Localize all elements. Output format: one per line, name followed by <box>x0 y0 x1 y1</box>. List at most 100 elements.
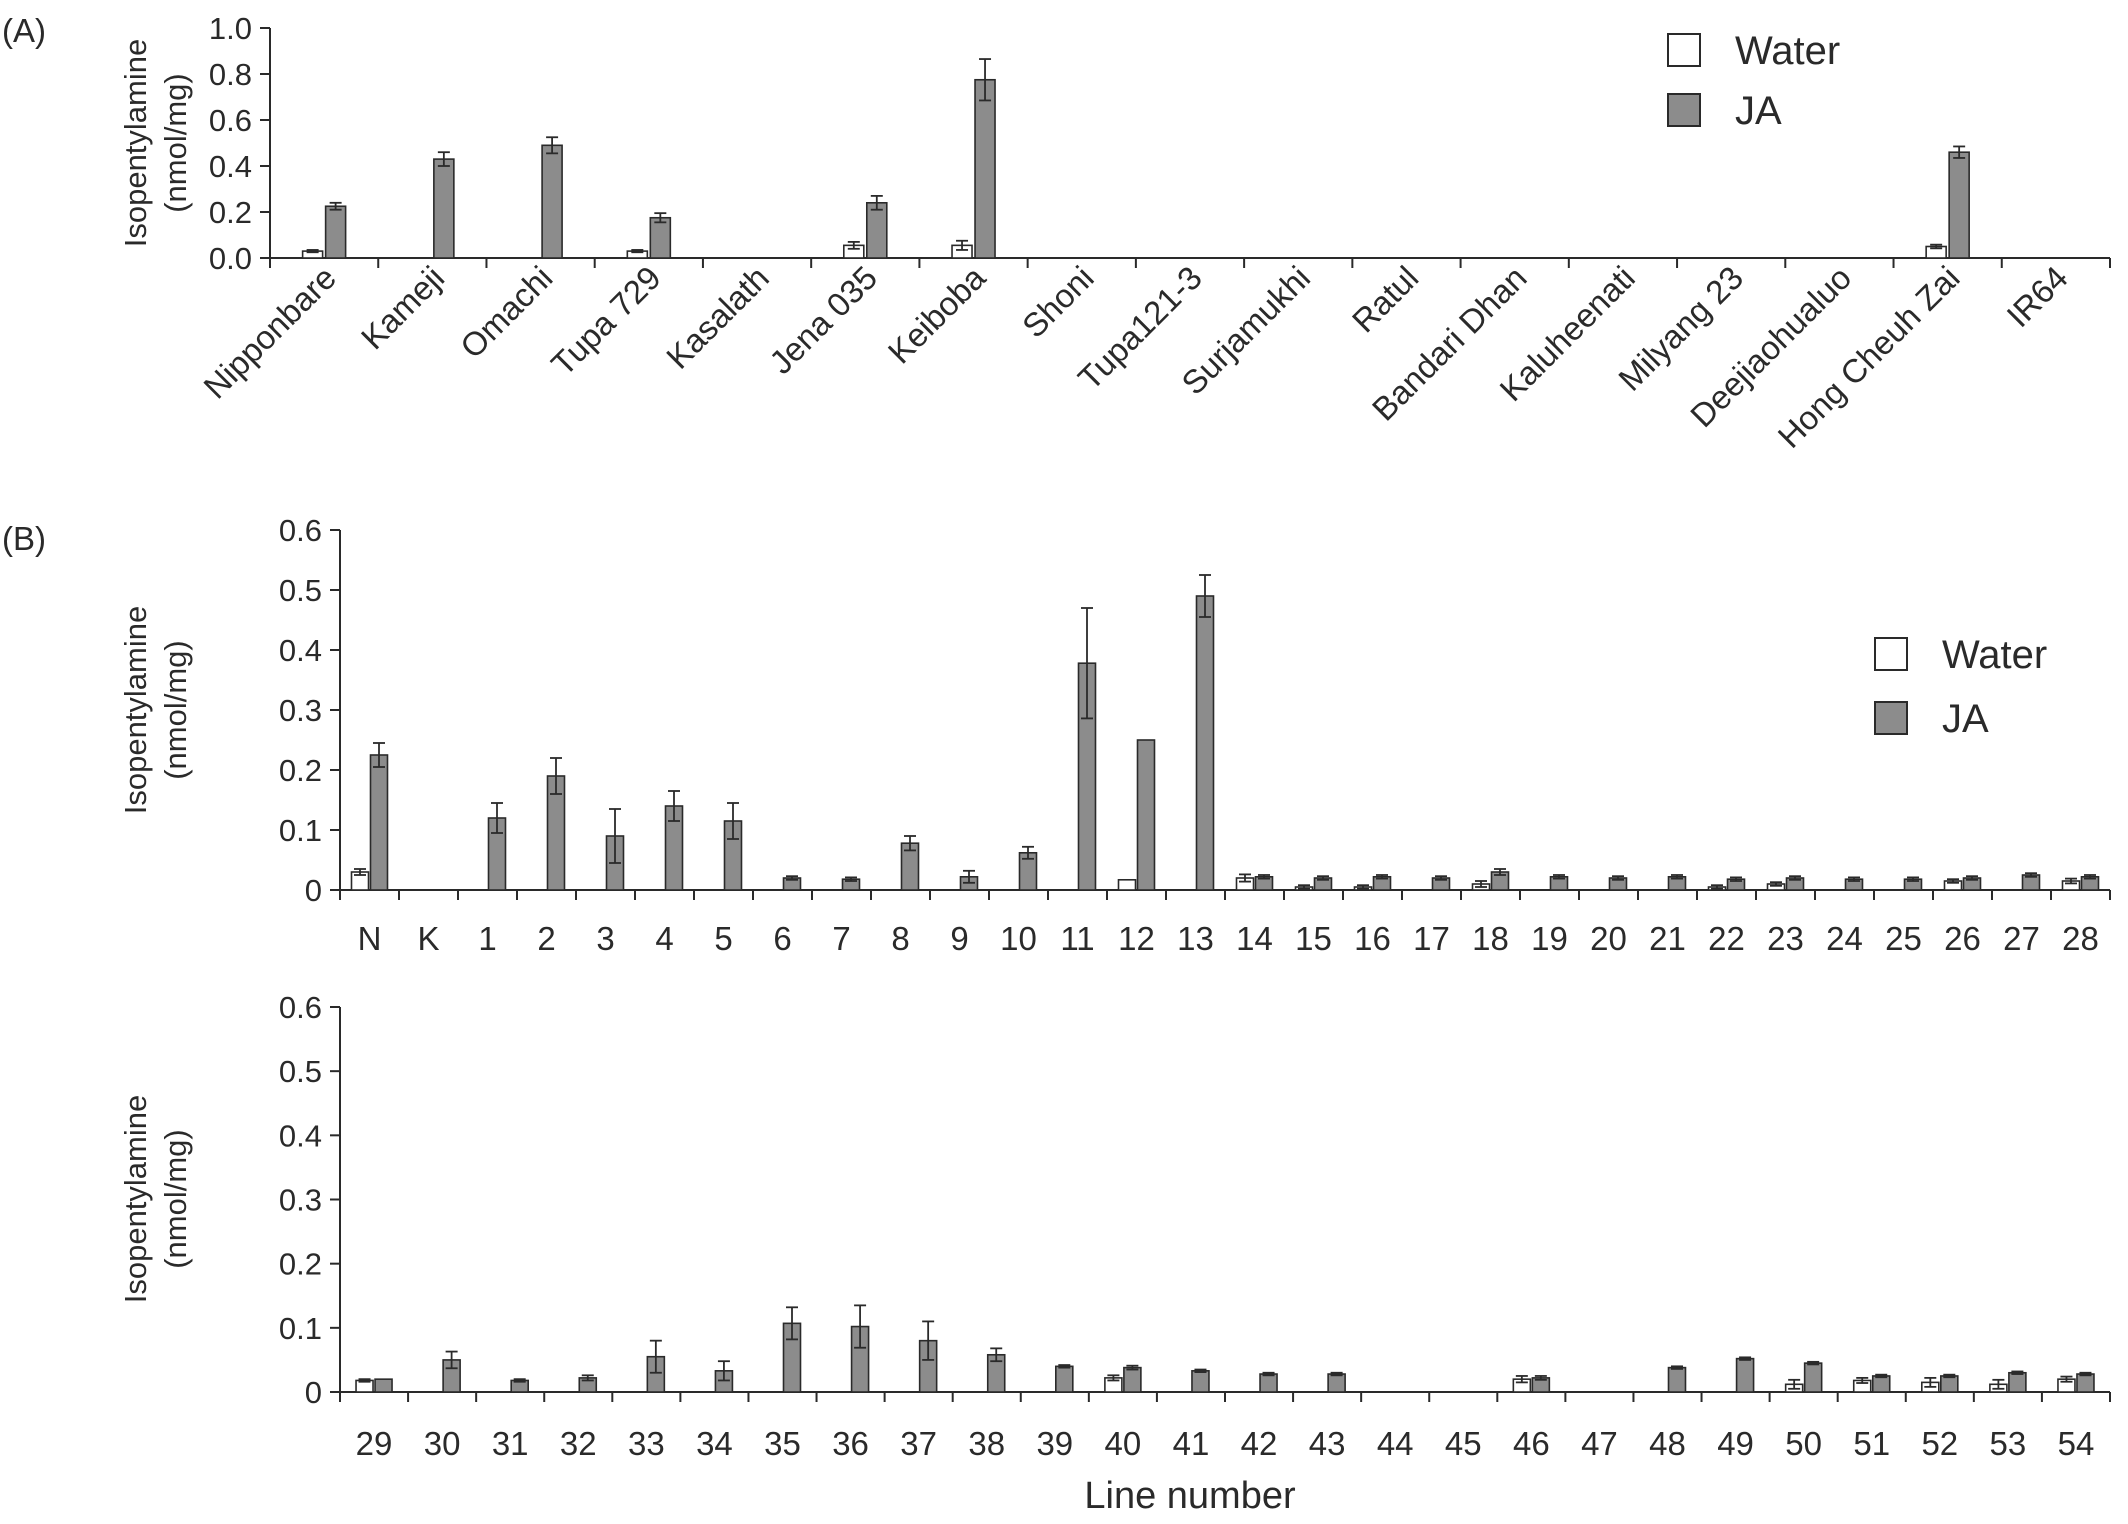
x-category-label: 49 <box>1717 1425 1754 1462</box>
x-category-label: 34 <box>696 1425 733 1462</box>
bar-ja <box>1940 1375 1959 1393</box>
y-tick-label: 0.6 <box>279 513 322 548</box>
bar-ja <box>433 158 455 259</box>
x-category-label: 7 <box>832 920 850 957</box>
x-category-label: 47 <box>1581 1425 1618 1462</box>
x-category-label: 8 <box>891 920 909 957</box>
x-category-label: 19 <box>1531 920 1568 957</box>
x-category-label: 10 <box>1000 920 1037 957</box>
x-category-label: 17 <box>1413 920 1450 957</box>
x-category-label: Tupa 729 <box>544 259 668 383</box>
y-tick-label: 0.4 <box>279 1118 322 1153</box>
legend-label: JA <box>1942 697 1989 741</box>
y-axis-title-line: Isopentylamine <box>118 39 153 248</box>
x-category-label: 14 <box>1236 920 1273 957</box>
x-category-label: 52 <box>1921 1425 1958 1462</box>
x-category-label: 3 <box>596 920 614 957</box>
bar-ja <box>2008 1371 2027 1393</box>
x-category-label: 26 <box>1944 920 1981 957</box>
x-category-label: 33 <box>628 1425 665 1462</box>
y-axis-title-line: (nmol/mg) <box>158 73 193 213</box>
y-axis-title: Isopentylamine (nmol/mg) <box>118 1095 193 1304</box>
chart-panel-0: 0.0 0.2 0.4 0.6 0.8 1.0 Nipponbare Kameji Omachi… <box>2 11 2111 455</box>
x-category-label: 44 <box>1377 1425 1414 1462</box>
bar-ja <box>974 78 996 259</box>
x-category-label: 29 <box>356 1425 393 1462</box>
x-category-label: 12 <box>1118 920 1155 957</box>
bar-ja <box>649 216 672 259</box>
bar-ja <box>1803 1362 1823 1393</box>
x-category-label: Omachi <box>453 259 560 366</box>
x-category-label: 32 <box>560 1425 597 1462</box>
bar-ja <box>1735 1357 1755 1393</box>
y-axis-title-line: Isopentylamine <box>118 1095 153 1304</box>
chart-panel-2: 0 0.1 0.2 0.3 0.4 0.5 0.6 29 30 31 32 33 34 35 36 37 38 3… <box>118 990 2111 1517</box>
x-category-label: Kasalath <box>659 259 776 376</box>
bar-ja <box>1259 1373 1278 1393</box>
bar-ja <box>541 144 563 259</box>
bar-ja <box>369 754 389 891</box>
bar-ja <box>1667 1366 1687 1393</box>
x-category-label: 11 <box>1060 920 1094 957</box>
x-category-label: 42 <box>1241 1425 1278 1462</box>
x-category-label: Shoni <box>1015 259 1101 345</box>
x-category-label: 48 <box>1649 1425 1686 1462</box>
bar-ja <box>374 1378 393 1393</box>
bar-ja <box>1195 595 1215 891</box>
x-category-label: 30 <box>424 1425 461 1462</box>
x-category-label: Hong Cheuh Zai <box>1770 259 1966 455</box>
y-tick-label: 1.0 <box>209 11 252 46</box>
x-category-label: Jena 035 <box>762 259 884 381</box>
y-tick-label: 0.6 <box>209 103 252 138</box>
x-category-label: 22 <box>1708 920 1745 957</box>
y-axis-title-line: Isopentylamine <box>118 606 153 815</box>
x-category-label: 6 <box>773 920 791 957</box>
x-category-label: 2 <box>537 920 555 957</box>
y-tick-label: 0.3 <box>279 1183 322 1218</box>
x-category-label: 54 <box>2058 1425 2095 1462</box>
x-category-label: Nipponbare <box>196 259 343 406</box>
bar-ja <box>865 202 888 259</box>
y-tick-label: 0.6 <box>279 990 322 1025</box>
panel-label: (A) <box>2 12 46 49</box>
x-category-label: Keiboba <box>881 258 993 370</box>
x-category-label: 27 <box>2003 920 2040 957</box>
legend-swatch <box>1874 701 1908 735</box>
y-tick-label: 0.1 <box>279 813 322 848</box>
x-category-label: 53 <box>1990 1425 2027 1462</box>
y-tick-label: 0.0 <box>209 241 252 276</box>
y-axis-title: Isopentylamine (nmol/mg) <box>118 39 193 248</box>
legend-swatch <box>1874 637 1908 671</box>
x-category-label: Kameji <box>354 259 451 356</box>
bar-ja <box>324 205 347 259</box>
x-category-label: 23 <box>1767 920 1804 957</box>
legend-label: Water <box>1735 29 1840 73</box>
bar-ja <box>1123 1366 1142 1393</box>
x-category-label: 20 <box>1590 920 1627 957</box>
x-category-label: 16 <box>1354 920 1391 957</box>
x-category-label: 36 <box>832 1425 869 1462</box>
y-tick-label: 0.4 <box>209 149 252 184</box>
bar-ja <box>1055 1365 1074 1393</box>
panel-label: (B) <box>2 520 46 557</box>
y-axis-title: Isopentylamine (nmol/mg) <box>118 606 193 815</box>
x-category-label: 18 <box>1472 920 1509 957</box>
y-tick-label: 0.2 <box>279 1247 322 1282</box>
legend-swatch <box>1667 93 1701 127</box>
x-category-label: 38 <box>968 1425 1005 1462</box>
bar-ja <box>2076 1373 2095 1393</box>
x-category-label: 40 <box>1105 1425 1142 1462</box>
bar-ja <box>1871 1375 1891 1393</box>
x-category-label: 4 <box>655 920 673 957</box>
x-axis-title: Line number <box>1084 1475 1296 1517</box>
x-category-label: 25 <box>1885 920 1922 957</box>
bar-ja <box>1327 1373 1346 1393</box>
y-tick-label: 0.8 <box>209 57 252 92</box>
x-category-label: Ratul <box>1345 259 1426 340</box>
bar-ja <box>1191 1370 1210 1393</box>
y-axis-title-line: (nmol/mg) <box>158 640 193 780</box>
x-category-label: 1 <box>478 920 496 957</box>
y-tick-label: 0 <box>305 1375 322 1410</box>
y-axis-title-line: (nmol/mg) <box>158 1129 193 1269</box>
